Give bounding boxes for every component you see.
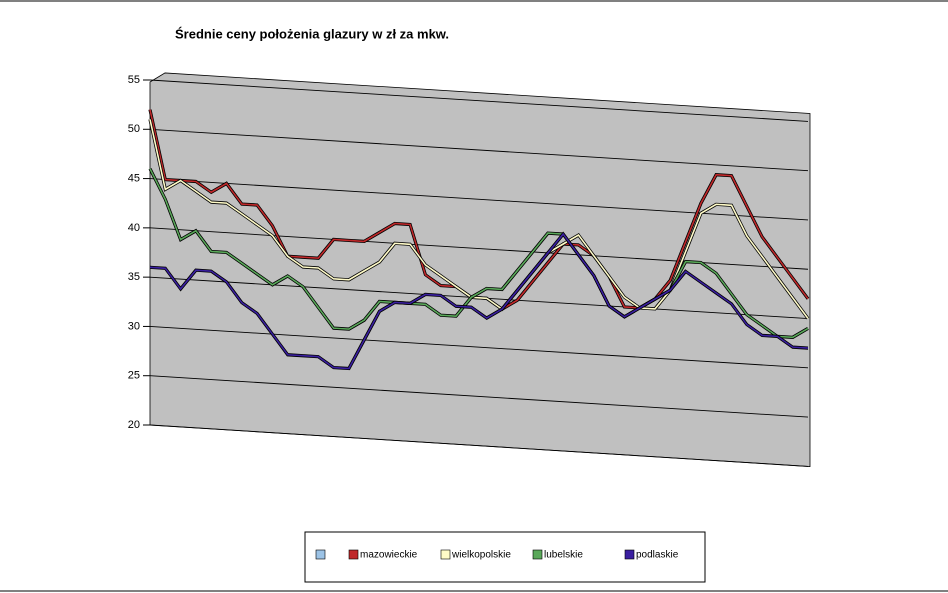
line xyxy=(149,168,809,339)
legend-label: podlaskie xyxy=(636,550,679,561)
y-tick-label: 35 xyxy=(128,271,140,283)
chart-title: Średnie ceny położenia glazury w zł za m… xyxy=(175,26,449,41)
grid-line xyxy=(150,424,808,467)
legend-swatch xyxy=(624,549,635,560)
y-tick-label: 30 xyxy=(128,320,140,332)
plot-area xyxy=(148,72,811,467)
legend-swatch xyxy=(532,549,543,560)
legend-swatch xyxy=(440,549,451,560)
y-tick-label: 25 xyxy=(128,370,140,382)
y-tick-label: 45 xyxy=(128,172,140,184)
legend-label: mazowieckie xyxy=(360,550,418,561)
legend xyxy=(304,531,706,583)
grid-line xyxy=(150,128,808,172)
legend-label: wielkopolskie xyxy=(451,550,511,561)
y-tick-label: 40 xyxy=(128,222,140,234)
grid-line xyxy=(150,325,808,369)
legend-swatch xyxy=(315,549,326,560)
grid-line xyxy=(150,375,808,418)
legend-swatch xyxy=(348,549,359,560)
line xyxy=(149,119,809,319)
legend-label: lubelskie xyxy=(544,550,583,561)
y-tick-label: 20 xyxy=(128,419,140,431)
y-tick-label: 50 xyxy=(128,123,140,135)
grid-line xyxy=(150,79,808,122)
line xyxy=(150,232,808,370)
y-tick-label: 55 xyxy=(128,74,140,86)
